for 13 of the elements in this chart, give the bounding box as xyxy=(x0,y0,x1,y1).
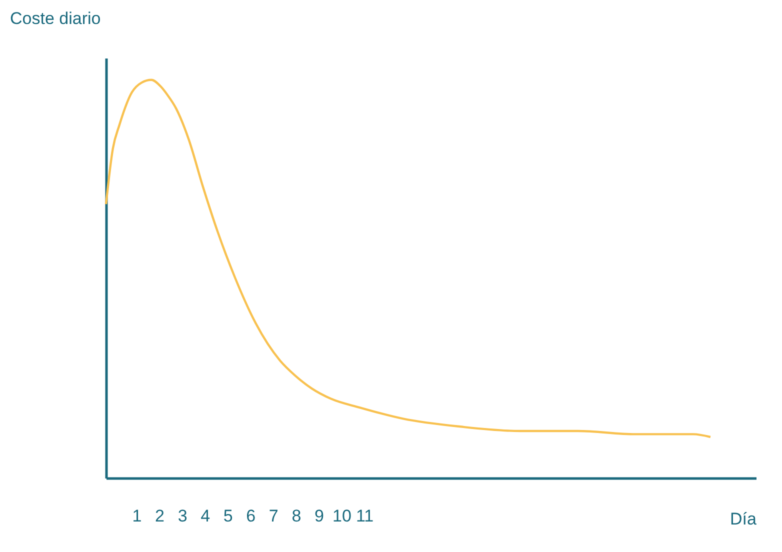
x-tick-label: 8 xyxy=(292,506,302,526)
x-tick-label: 3 xyxy=(178,506,188,526)
x-tick-label: 9 xyxy=(314,506,324,526)
chart-title: Coste diario xyxy=(10,9,101,28)
x-tick-label: 2 xyxy=(155,506,165,526)
x-tick-label: 10 xyxy=(332,506,352,526)
x-tick-label: 4 xyxy=(200,506,210,526)
x-tick-label: 7 xyxy=(268,506,278,526)
x-tick-label: 5 xyxy=(223,506,233,526)
x-tick-label: 11 xyxy=(356,506,374,526)
x-tick-label: 6 xyxy=(246,506,256,526)
x-tick-label: 1 xyxy=(132,506,142,526)
x-axis-title: Día xyxy=(730,510,758,528)
